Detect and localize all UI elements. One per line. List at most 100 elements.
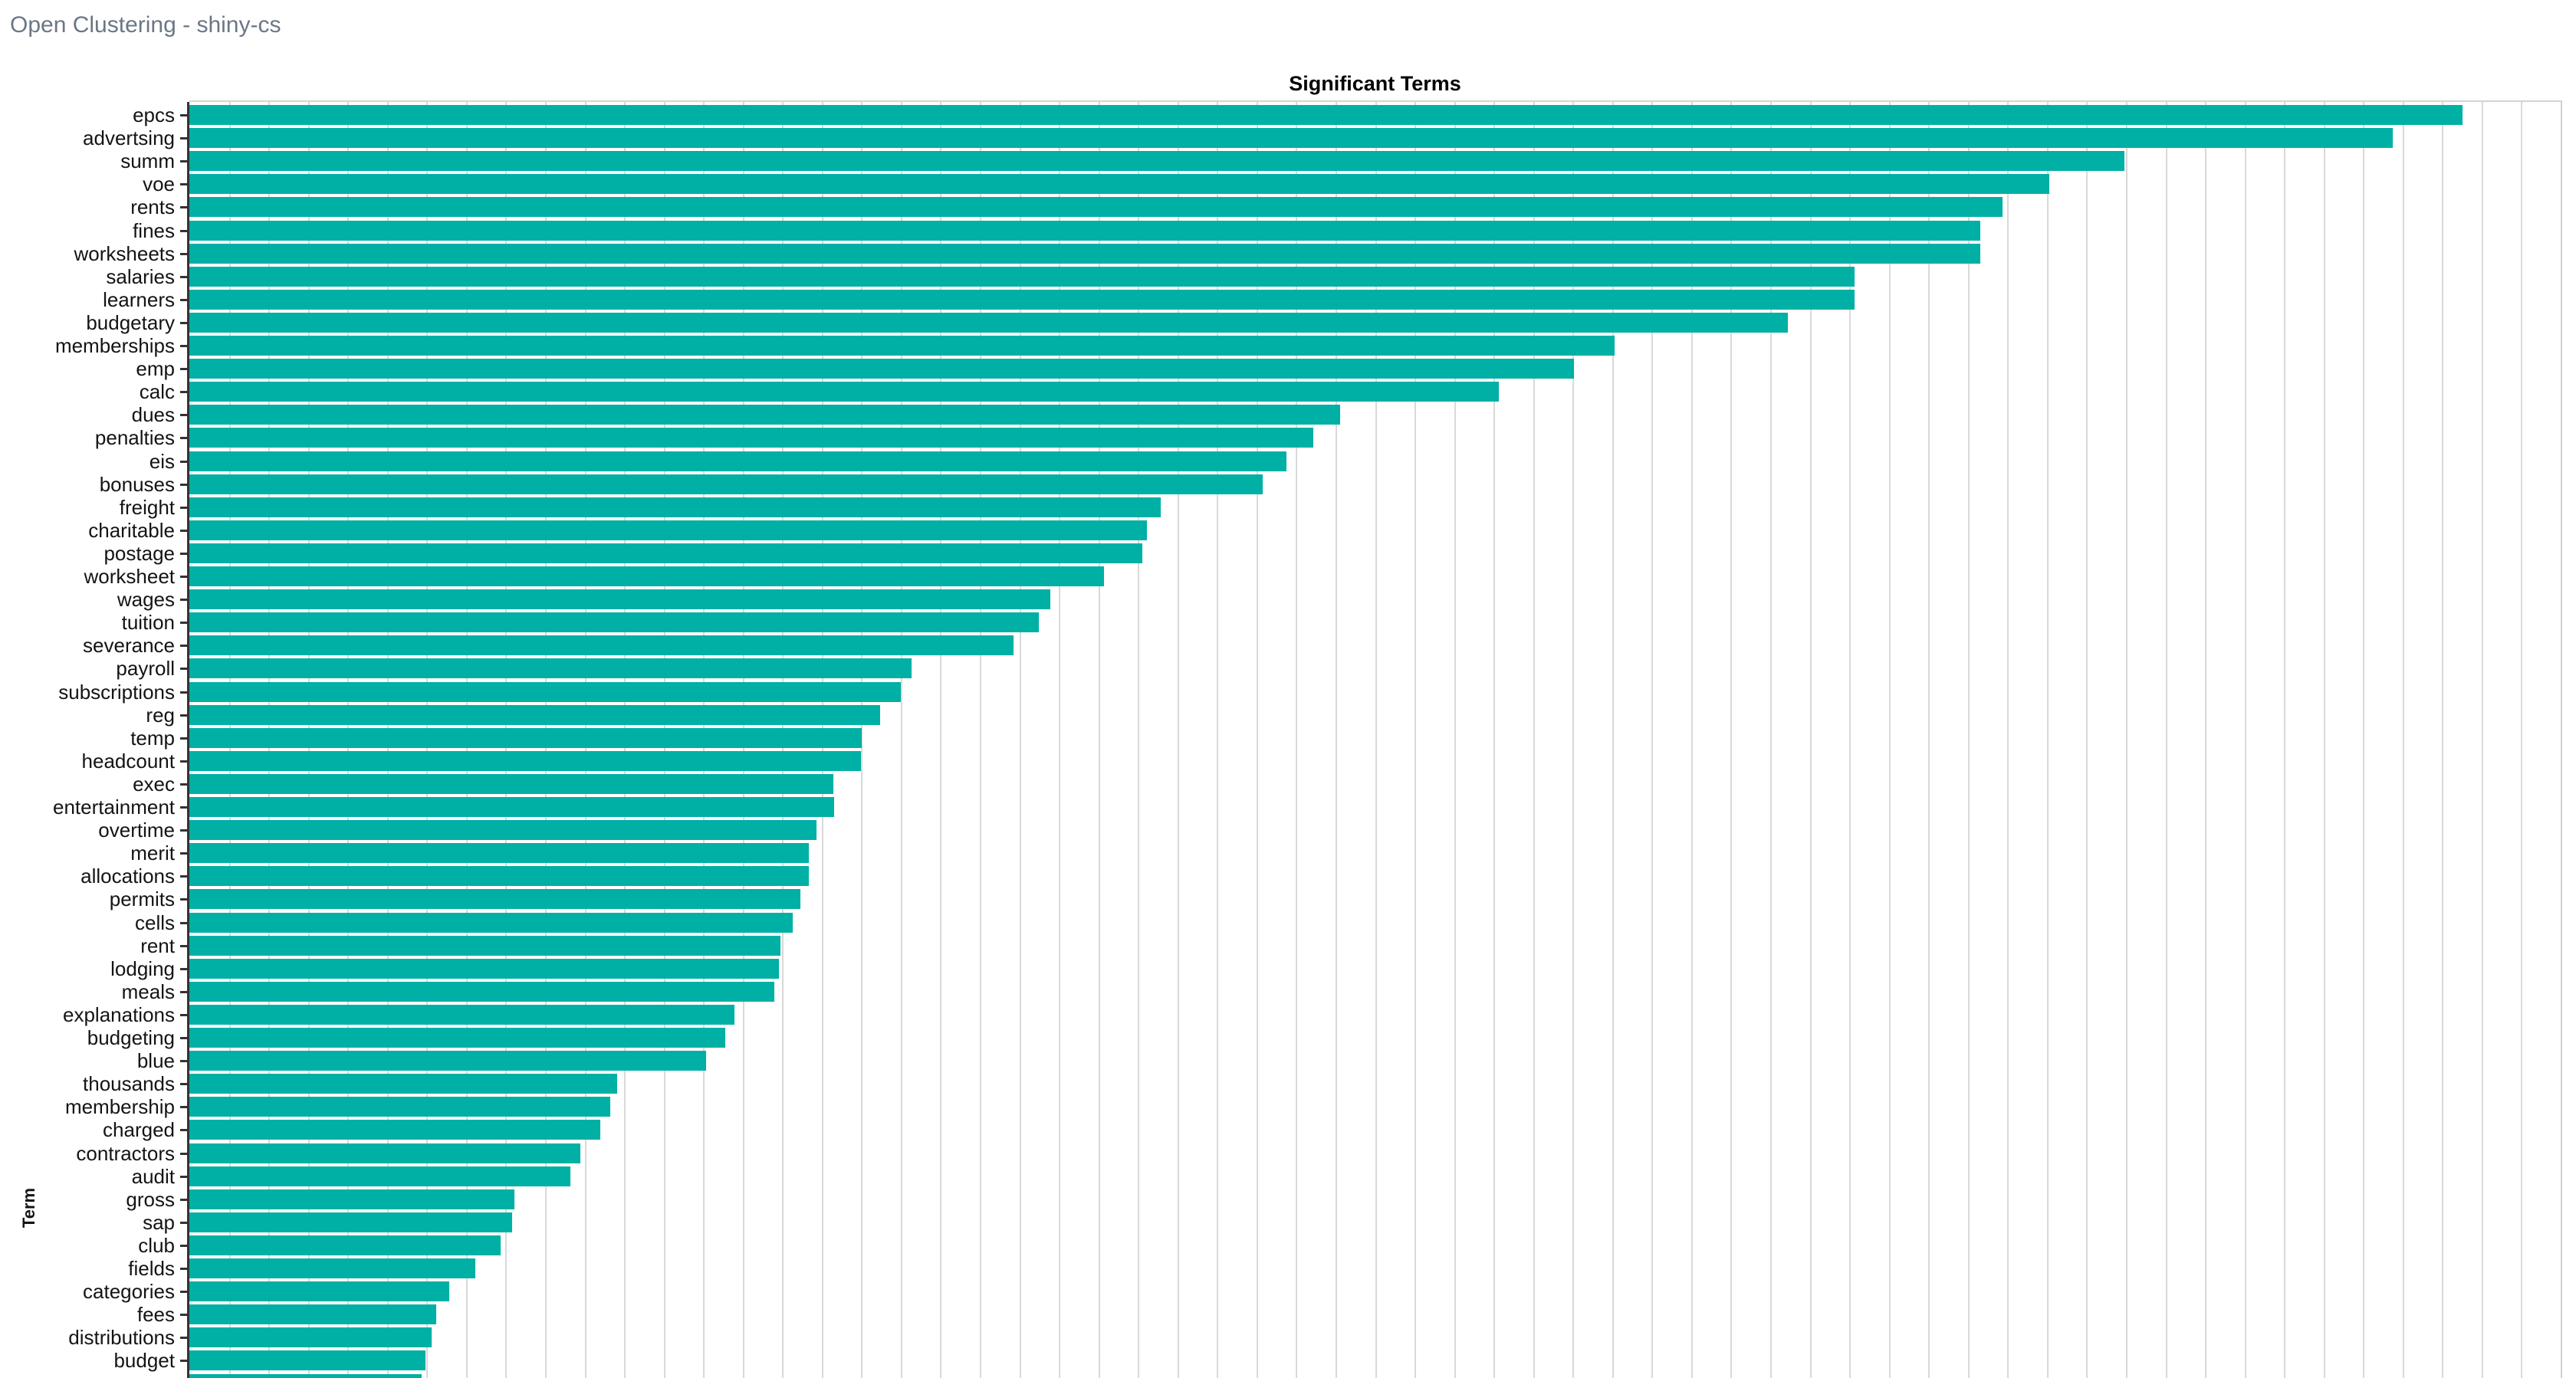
bar[interactable] (189, 913, 793, 933)
bar[interactable] (189, 1120, 600, 1140)
gridline (2126, 102, 2128, 1378)
gridline (2561, 102, 2562, 1378)
bar[interactable] (189, 658, 912, 678)
gridline (2363, 102, 2364, 1378)
bar[interactable] (189, 751, 861, 771)
y-axis-label: reg (146, 704, 175, 727)
bar[interactable] (189, 566, 1104, 586)
y-axis-label: lodging (110, 957, 175, 980)
bar[interactable] (189, 612, 1039, 632)
bar[interactable] (189, 267, 1855, 287)
bar[interactable] (189, 1281, 449, 1301)
bar[interactable] (189, 497, 1161, 517)
bar[interactable] (189, 682, 901, 702)
gridline (1572, 102, 1574, 1378)
gridline (1138, 102, 1139, 1378)
y-axis-label: advertsing (83, 126, 175, 149)
tick-mark (180, 1268, 187, 1270)
gridline (1059, 102, 1060, 1378)
y-axis-label: summ (120, 149, 175, 172)
tick-mark (180, 645, 187, 647)
bar[interactable] (189, 290, 1855, 310)
bar[interactable] (189, 428, 1313, 448)
bar[interactable] (189, 843, 809, 863)
tick-mark (180, 1291, 187, 1293)
bar[interactable] (189, 313, 1788, 333)
y-axis-label: fields (128, 1257, 175, 1280)
tick-mark (180, 1199, 187, 1201)
bar[interactable] (189, 405, 1340, 425)
bar[interactable] (189, 1074, 617, 1094)
gridline (1493, 102, 1495, 1378)
bar[interactable] (189, 1212, 512, 1232)
gridline (2442, 102, 2443, 1378)
bar[interactable] (189, 151, 2124, 171)
bar[interactable] (189, 705, 880, 725)
bar[interactable] (189, 1097, 610, 1117)
bar[interactable] (189, 1258, 475, 1278)
bar[interactable] (189, 1350, 426, 1370)
bar[interactable] (189, 982, 774, 1002)
y-axis-label: charitable (88, 519, 175, 542)
plot-area[interactable] (189, 102, 2562, 1378)
bar[interactable] (189, 1189, 514, 1209)
bar[interactable] (189, 959, 779, 979)
bar[interactable] (189, 105, 2463, 125)
tick-mark (180, 668, 187, 670)
bar[interactable] (189, 936, 780, 956)
y-axis-label: tuition (121, 611, 175, 634)
bar[interactable] (189, 1327, 432, 1347)
bar[interactable] (189, 1051, 706, 1071)
bar[interactable] (189, 1235, 501, 1255)
bar[interactable] (189, 1028, 725, 1048)
tick-mark (180, 968, 187, 970)
gridline (1889, 102, 1891, 1378)
bar[interactable] (189, 520, 1147, 540)
gridline (1730, 102, 1732, 1378)
bar[interactable] (189, 1304, 436, 1324)
bar[interactable] (189, 866, 809, 886)
bar[interactable] (189, 589, 1050, 609)
bar[interactable] (189, 820, 816, 840)
gridline (1849, 102, 1851, 1378)
bar[interactable] (189, 797, 834, 817)
gridline (1099, 102, 1100, 1378)
bar[interactable] (189, 382, 1499, 402)
bar[interactable] (189, 1166, 570, 1186)
y-axis-label: gross (126, 1188, 175, 1211)
bar[interactable] (189, 336, 1615, 356)
y-axis-label: categories (83, 1280, 175, 1303)
gridline (1770, 102, 1772, 1378)
tick-mark (180, 414, 187, 416)
bar[interactable] (189, 128, 2393, 148)
bar[interactable] (189, 1143, 580, 1163)
bar[interactable] (189, 1374, 422, 1378)
bar[interactable] (189, 543, 1142, 563)
bar[interactable] (189, 1005, 734, 1025)
bar[interactable] (189, 451, 1286, 471)
tick-mark (180, 1314, 187, 1316)
y-axis-label: overtime (98, 819, 175, 842)
plot-top-border (189, 100, 2562, 102)
tick-mark (180, 922, 187, 924)
y-axis-label: payroll (116, 657, 175, 680)
y-axis-label: calc (139, 380, 175, 403)
tick-mark (180, 1106, 187, 1108)
y-axis-label: entertainment (53, 796, 175, 819)
bar[interactable] (189, 474, 1263, 494)
y-axis-label: club (138, 1234, 175, 1257)
gridline (1217, 102, 1218, 1378)
y-axis-label: merit (130, 842, 175, 865)
gridline (1810, 102, 1812, 1378)
bar[interactable] (189, 221, 1980, 241)
bar[interactable] (189, 635, 1014, 655)
bar[interactable] (189, 774, 833, 794)
bar[interactable] (189, 197, 2003, 217)
bar[interactable] (189, 359, 1574, 379)
bar[interactable] (189, 174, 2049, 194)
bar[interactable] (189, 889, 800, 909)
bar[interactable] (189, 244, 1980, 264)
y-axis-label: subscriptions (58, 681, 175, 704)
y-axis-label: postage (104, 542, 175, 565)
bar[interactable] (189, 728, 862, 748)
